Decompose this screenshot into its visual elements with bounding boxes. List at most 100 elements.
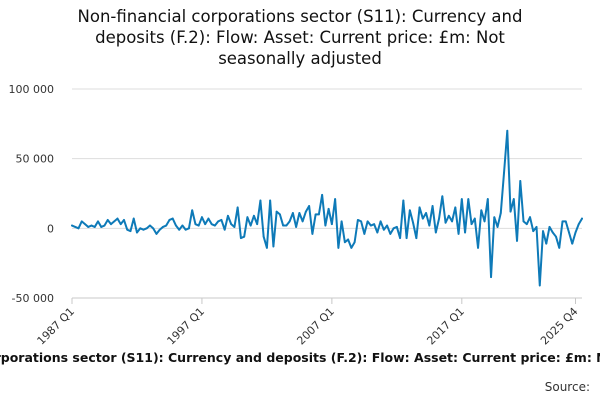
data-point — [132, 217, 135, 220]
data-point — [363, 233, 366, 235]
data-point — [262, 235, 265, 238]
data-point — [301, 220, 304, 223]
data-point — [295, 226, 298, 228]
data-point — [256, 223, 259, 226]
data-point — [291, 212, 294, 214]
x-tick-label: 2025 Q4 — [538, 305, 581, 348]
source-label: Source: — [544, 380, 590, 394]
data-point — [496, 226, 499, 228]
data-point — [84, 223, 86, 226]
data-point — [90, 224, 93, 227]
data-point — [77, 227, 80, 230]
data-point — [321, 193, 324, 196]
x-tick-label: 1987 Q1 — [35, 305, 78, 348]
data-point — [356, 219, 359, 221]
data-point — [178, 228, 181, 231]
data-point — [509, 210, 512, 213]
data-point — [246, 216, 249, 219]
data-point — [499, 212, 502, 214]
y-tick-label: 0 — [47, 222, 54, 235]
data-point — [249, 224, 252, 227]
data-point — [324, 224, 327, 227]
data-point — [269, 199, 272, 202]
data-point — [142, 228, 145, 231]
data-point — [103, 224, 106, 227]
data-point — [431, 205, 434, 207]
data-point — [503, 171, 505, 174]
data-point — [551, 231, 554, 234]
data-point — [490, 276, 492, 278]
data-point — [464, 231, 466, 234]
data-point — [155, 233, 158, 235]
data-point — [171, 217, 174, 220]
data-point — [425, 212, 427, 214]
data-point — [197, 224, 200, 227]
data-point — [314, 213, 317, 216]
data-point — [444, 221, 447, 224]
data-point — [535, 226, 538, 228]
data-point — [100, 226, 103, 228]
series-layer — [71, 129, 583, 287]
data-point — [288, 220, 291, 223]
data-point — [457, 233, 460, 235]
data-point — [402, 199, 405, 202]
data-point — [123, 219, 125, 221]
data-point — [548, 226, 551, 228]
data-point — [191, 209, 194, 212]
data-point — [460, 198, 463, 200]
x-tick-label: 2017 Q1 — [424, 305, 467, 348]
data-point — [451, 220, 453, 223]
data-point — [71, 224, 73, 227]
data-point — [525, 223, 528, 226]
data-point — [207, 217, 210, 220]
data-point — [454, 206, 457, 209]
data-point — [532, 230, 535, 233]
data-point — [382, 228, 385, 231]
data-point — [577, 223, 580, 226]
data-point — [201, 216, 203, 219]
y-tick-label: 50 000 — [16, 153, 55, 166]
x-tick-label: 2007 Q1 — [294, 305, 337, 348]
data-point — [97, 220, 99, 223]
data-point — [360, 220, 363, 223]
data-point — [438, 217, 440, 220]
data-point — [399, 237, 401, 239]
data-point — [259, 199, 262, 202]
data-point — [340, 220, 343, 223]
data-point — [350, 246, 353, 249]
data-point — [470, 223, 473, 226]
data-point — [220, 219, 223, 221]
data-point — [389, 233, 392, 235]
data-point — [477, 246, 479, 249]
data-point — [149, 224, 151, 227]
data-point — [311, 233, 314, 235]
y-axis-ticks: 100 000 50 000 0 -50 000 — [9, 83, 55, 305]
gridlines — [72, 88, 582, 299]
data-point — [561, 220, 564, 223]
data-point — [223, 228, 226, 231]
data-point — [408, 209, 411, 212]
data-point — [506, 129, 509, 132]
data-point — [113, 220, 116, 223]
data-point — [366, 220, 369, 223]
data-point — [483, 220, 486, 223]
chart-title-line-1: Non-financial corporations sector (S11):… — [77, 7, 523, 26]
data-point — [175, 224, 177, 227]
data-point — [512, 198, 515, 200]
data-point — [529, 216, 531, 219]
series-name: orporations sector (S11): Currency and d… — [0, 350, 600, 365]
data-point — [347, 238, 350, 241]
data-point — [386, 224, 388, 227]
data-point — [447, 214, 450, 217]
data-point — [330, 223, 333, 226]
data-point — [204, 223, 207, 226]
data-point — [317, 213, 320, 216]
data-point — [152, 227, 155, 230]
data-point — [434, 231, 437, 234]
data-point — [139, 227, 142, 230]
x-axis: 1987 Q1 1997 Q1 2007 Q1 2017 Q1 2025 Q4 — [35, 297, 582, 348]
data-point — [334, 198, 337, 200]
data-point — [568, 231, 570, 234]
data-point — [545, 242, 548, 245]
data-point — [184, 228, 187, 231]
